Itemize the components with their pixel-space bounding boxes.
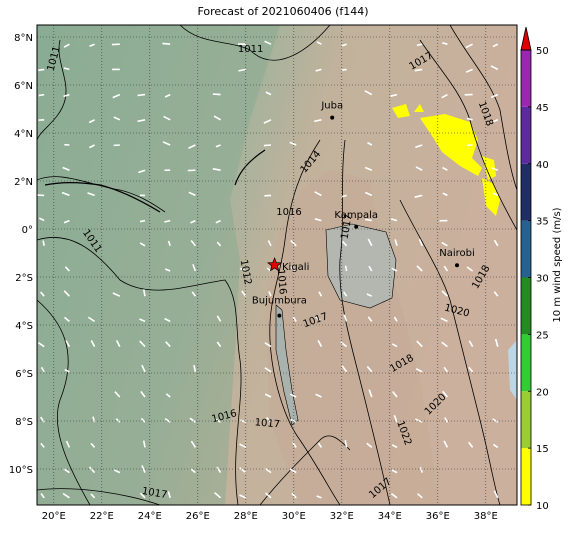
city-dot [277, 314, 281, 318]
colorbar-tick-label: 20 [536, 387, 549, 398]
isobar-label: 1017 [254, 417, 280, 430]
colorbar-segment [521, 278, 531, 335]
colorbar-tick-label: 15 [536, 444, 549, 455]
colorbar-label: 10 m wind speed (m/s) [552, 207, 563, 322]
y-tick-label: 8°N [14, 33, 33, 44]
colorbar-segment [521, 221, 531, 278]
x-tick-label: 34°E [378, 511, 402, 522]
y-tick-label: 2°S [15, 273, 33, 284]
colorbar-segment [521, 448, 531, 505]
wind-barb [264, 145, 271, 146]
colorbar-tick-label: 50 [536, 46, 549, 57]
wind-barb [140, 221, 145, 222]
y-tick-label: 6°N [14, 81, 33, 92]
colorbar-tick-label: 30 [536, 274, 549, 285]
x-tick-label: 22°E [90, 511, 114, 522]
wind-barb [43, 241, 44, 246]
colorbar-extend [521, 27, 531, 50]
colorbar: 10 15 20 25 30 35 40 45 50 [521, 27, 549, 512]
x-tick-label: 24°E [138, 511, 162, 522]
place-label: Kampala [334, 210, 378, 221]
wind-barb [162, 43, 170, 44]
y-tick-label: 10°S [9, 465, 33, 476]
colorbar-tick-label: 45 [536, 103, 549, 114]
y-tick-label: 2°N [14, 177, 33, 188]
colorbar-tick-label: 10 [536, 501, 549, 512]
place-label: Nairobi [439, 248, 475, 259]
colorbar-segment [521, 334, 531, 391]
x-tick-label: 28°E [234, 511, 258, 522]
wind-barb [213, 94, 221, 95]
x-tick-label: 32°E [330, 511, 354, 522]
colorbar-tick-label: 25 [536, 330, 549, 341]
y-tick-label: 4°S [15, 321, 33, 332]
x-tick-label: 38°E [474, 511, 498, 522]
x-tick-label: 30°E [282, 511, 306, 522]
isobar-label: 1016 [276, 207, 301, 218]
place-label: Juba [320, 101, 343, 112]
x-tick-label: 36°E [426, 511, 450, 522]
colorbar-segment [521, 391, 531, 448]
colorbar-segment [521, 50, 531, 107]
y-tick-label: 0° [22, 225, 33, 236]
colorbar-tick-label: 35 [536, 217, 549, 228]
city-dot [354, 225, 358, 229]
wind-barb [346, 266, 347, 271]
city-dot [455, 263, 459, 267]
wind-barb [38, 69, 44, 70]
title: Forecast of 2021060406 (f144) [197, 5, 368, 18]
colorbar-tick-label: 40 [536, 160, 549, 171]
colorbar-segment [521, 107, 531, 164]
isobar-label: 1011 [238, 44, 263, 55]
place-label: Bujumbura [252, 296, 307, 307]
y-tick-label: 4°N [14, 129, 33, 140]
wind-barb [39, 95, 44, 96]
y-tick-label: 8°S [15, 417, 33, 428]
x-tick-label: 20°E [42, 511, 66, 522]
isobar-label: 1016 [275, 269, 288, 295]
colorbar-segment [521, 164, 531, 221]
wind-barb [341, 69, 346, 70]
wind-barb [138, 95, 145, 96]
city-dot [330, 116, 334, 120]
x-tick-label: 26°E [186, 511, 210, 522]
y-tick-label: 6°S [15, 369, 33, 380]
